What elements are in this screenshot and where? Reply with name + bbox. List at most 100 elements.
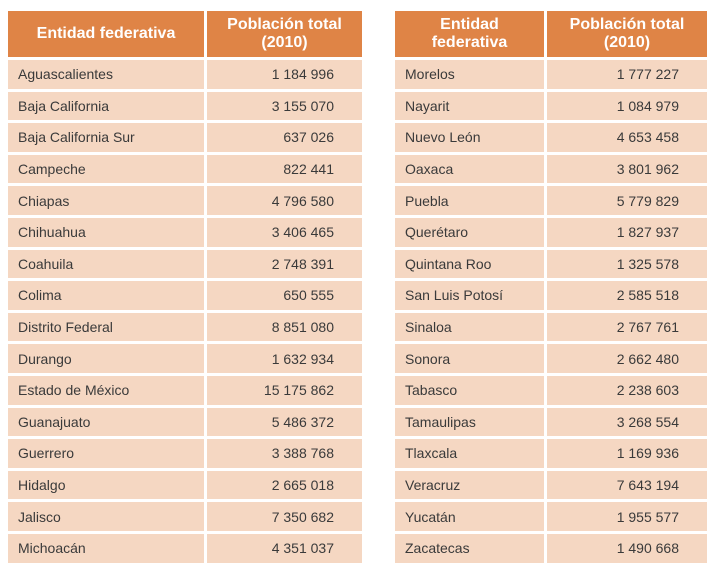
population-cell: 2 767 761 [547, 312, 707, 342]
table-row: Baja California Sur 637 026 [8, 123, 362, 152]
entity-name-cell: Sinaloa [395, 312, 544, 342]
table-row: Chihuahua 3 406 465 [8, 217, 362, 247]
population-cell: 1 325 578 [547, 249, 707, 279]
entity-name-cell: Campeche [8, 154, 204, 184]
entity-name-cell: Oaxaca [395, 154, 544, 184]
population-table-right: Entidad federativa Población total (2010… [392, 8, 710, 566]
entity-name-cell: Distrito Federal [8, 312, 204, 342]
table-row: Yucatán 1 955 577 [395, 502, 707, 531]
entity-name-cell: Tlaxcala [395, 439, 544, 468]
population-cell: 2 665 018 [207, 470, 362, 500]
population-cell: 8 851 080 [207, 312, 362, 342]
population-cell: 7 350 682 [207, 502, 362, 531]
population-cell: 1 777 227 [547, 60, 707, 89]
table-row: Estado de México 15 175 862 [8, 375, 362, 405]
population-cell: 15 175 862 [207, 375, 362, 405]
entity-name-cell: Morelos [395, 60, 544, 89]
entity-name-cell: Zacatecas [395, 533, 544, 563]
population-cell: 7 643 194 [547, 470, 707, 500]
entity-name-cell: Aguascalientes [8, 60, 204, 89]
population-cell: 1 084 979 [547, 91, 707, 121]
population-cell: 4 351 037 [207, 533, 362, 563]
table-row: Michoacán 4 351 037 [8, 533, 362, 563]
entity-name-cell: Yucatán [395, 502, 544, 531]
entity-name-cell: Durango [8, 344, 204, 373]
table-row: Distrito Federal 8 851 080 [8, 312, 362, 342]
population-cell: 1 827 937 [547, 217, 707, 247]
table-row: Campeche 822 441 [8, 154, 362, 184]
table-row: Sinaloa 2 767 761 [395, 312, 707, 342]
table-row: Chiapas 4 796 580 [8, 186, 362, 215]
table-row: Guanajuato 5 486 372 [8, 407, 362, 437]
population-table-left: Entidad federativa Población total (2010… [5, 8, 365, 566]
table-row: Colima 650 555 [8, 281, 362, 310]
table-row: Hidalgo 2 665 018 [8, 470, 362, 500]
population-cell: 5 779 829 [547, 186, 707, 215]
entity-name-cell: Chihuahua [8, 217, 204, 247]
table-row: Zacatecas 1 490 668 [395, 533, 707, 563]
population-cell: 1 490 668 [547, 533, 707, 563]
population-cell: 2 662 480 [547, 344, 707, 373]
entity-name-cell: Baja California [8, 91, 204, 121]
header-population: Población total (2010) [547, 11, 707, 57]
table-row: Veracruz 7 643 194 [395, 470, 707, 500]
entity-name-cell: Coahuila [8, 249, 204, 279]
table-row: Nayarit 1 084 979 [395, 91, 707, 121]
table-row: Coahuila 2 748 391 [8, 249, 362, 279]
table-row: Guerrero 3 388 768 [8, 439, 362, 468]
entity-name-cell: Tabasco [395, 375, 544, 405]
entity-name-cell: Guerrero [8, 439, 204, 468]
entity-name-cell: Guanajuato [8, 407, 204, 437]
table-header-row: Entidad federativa Población total (2010… [8, 11, 362, 57]
entity-name-cell: Veracruz [395, 470, 544, 500]
entity-name-cell: Puebla [395, 186, 544, 215]
population-cell: 3 801 962 [547, 154, 707, 184]
entity-name-cell: Quintana Roo [395, 249, 544, 279]
header-population: Población total (2010) [207, 11, 362, 57]
entity-name-cell: Hidalgo [8, 470, 204, 500]
entity-name-cell: Querétaro [395, 217, 544, 247]
population-cell: 2 748 391 [207, 249, 362, 279]
entity-name-cell: Sonora [395, 344, 544, 373]
population-cell: 3 388 768 [207, 439, 362, 468]
table-row: Oaxaca 3 801 962 [395, 154, 707, 184]
population-cell: 3 406 465 [207, 217, 362, 247]
population-cell: 822 441 [207, 154, 362, 184]
table-row: Puebla 5 779 829 [395, 186, 707, 215]
population-cell: 1 184 996 [207, 60, 362, 89]
population-cell: 1 632 934 [207, 344, 362, 373]
entity-name-cell: Nayarit [395, 91, 544, 121]
entity-name-cell: Baja California Sur [8, 123, 204, 152]
table-row: Morelos 1 777 227 [395, 60, 707, 89]
population-cell: 637 026 [207, 123, 362, 152]
population-cell: 650 555 [207, 281, 362, 310]
table-row: Querétaro 1 827 937 [395, 217, 707, 247]
entity-name-cell: Michoacán [8, 533, 204, 563]
population-cell: 4 653 458 [547, 123, 707, 152]
table-row: Tamaulipas 3 268 554 [395, 407, 707, 437]
entity-name-cell: Estado de México [8, 375, 204, 405]
table-row: Tlaxcala 1 169 936 [395, 439, 707, 468]
header-entity: Entidad federativa [8, 11, 204, 57]
table-row: Sonora 2 662 480 [395, 344, 707, 373]
table-row: Tabasco 2 238 603 [395, 375, 707, 405]
table-row: Quintana Roo 1 325 578 [395, 249, 707, 279]
population-cell: 4 796 580 [207, 186, 362, 215]
population-cell: 3 268 554 [547, 407, 707, 437]
population-cell: 2 238 603 [547, 375, 707, 405]
population-cell: 5 486 372 [207, 407, 362, 437]
entity-name-cell: Jalisco [8, 502, 204, 531]
entity-name-cell: Colima [8, 281, 204, 310]
population-cell: 1 169 936 [547, 439, 707, 468]
entity-name-cell: San Luis Potosí [395, 281, 544, 310]
header-entity: Entidad federativa [395, 11, 544, 57]
population-cell: 3 155 070 [207, 91, 362, 121]
table-row: Durango 1 632 934 [8, 344, 362, 373]
table-row: Jalisco 7 350 682 [8, 502, 362, 531]
table-row: San Luis Potosí 2 585 518 [395, 281, 707, 310]
population-cell: 2 585 518 [547, 281, 707, 310]
entity-name-cell: Chiapas [8, 186, 204, 215]
table-row: Aguascalientes 1 184 996 [8, 60, 362, 89]
entity-name-cell: Tamaulipas [395, 407, 544, 437]
table-header-row: Entidad federativa Población total (2010… [395, 11, 707, 57]
